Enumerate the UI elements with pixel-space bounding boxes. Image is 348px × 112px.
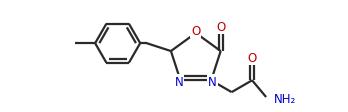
Text: N: N (208, 76, 217, 88)
Text: O: O (247, 52, 257, 65)
Text: NH₂: NH₂ (274, 93, 296, 105)
Text: O: O (216, 21, 225, 33)
Text: N: N (175, 76, 183, 88)
Text: O: O (191, 25, 200, 38)
